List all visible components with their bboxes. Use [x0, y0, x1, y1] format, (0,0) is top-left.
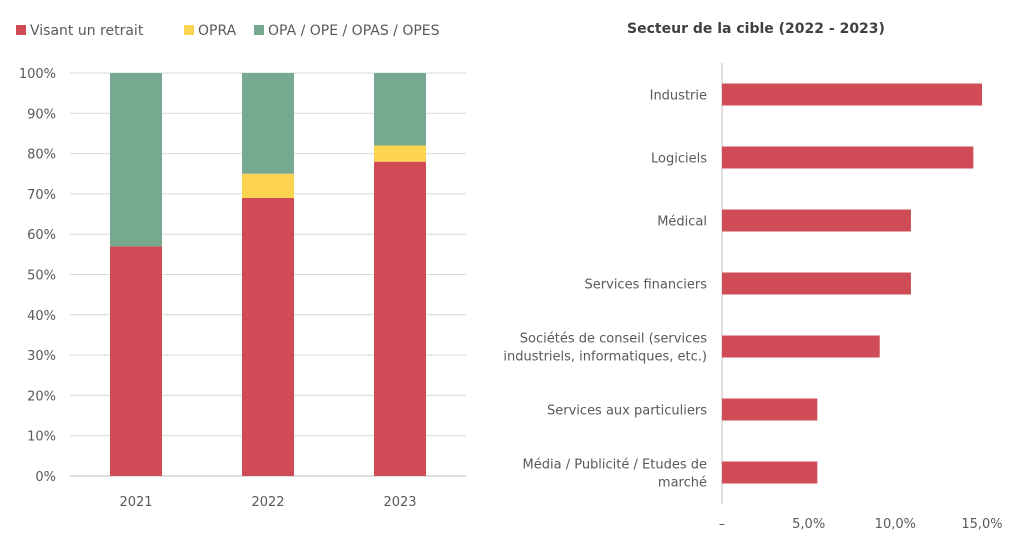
bar-segment — [374, 145, 426, 162]
category-label: Médical — [657, 215, 707, 230]
bar-segment — [110, 73, 162, 247]
bar-segment — [242, 173, 294, 198]
y-tick-label: 80% — [27, 148, 56, 163]
bar-segment — [374, 73, 426, 146]
category-label: marché — [658, 476, 707, 491]
category-label: Services aux particuliers — [547, 404, 707, 419]
x-tick-label: 10,0% — [875, 517, 916, 532]
chart-title: Secteur de la cible (2022 - 2023) — [627, 21, 885, 37]
y-tick-label: 90% — [27, 107, 56, 122]
legend-label: OPRA — [198, 23, 237, 39]
bar — [722, 146, 974, 169]
y-tick-label: 10% — [27, 430, 56, 445]
x-tick-label: 15,0% — [961, 517, 1002, 532]
x-tick-label: 5,0% — [792, 517, 825, 532]
horizontal-bar-chart: Secteur de la cible (2022 - 2023) Industr… — [503, 21, 1002, 532]
x-tick-label: 2021 — [119, 495, 152, 510]
bar-segment — [110, 246, 162, 476]
y-tick-label: 70% — [27, 188, 56, 203]
legend-swatch — [184, 25, 194, 35]
y-tick-label: 50% — [27, 269, 56, 284]
bar-segment — [242, 197, 294, 476]
x-tick-label: – — [719, 517, 726, 532]
x-tick-label: 2023 — [383, 495, 416, 510]
legend-swatch — [16, 25, 26, 35]
category-label: Industrie — [650, 89, 707, 104]
category-label: Média / Publicité / Etudes de — [523, 458, 707, 473]
legend-swatch — [254, 25, 264, 35]
y-tick-label: 0% — [35, 470, 56, 485]
bar — [722, 209, 911, 232]
y-tick-label: 20% — [27, 389, 56, 404]
category-label: industriels, informatiques, etc.) — [503, 350, 707, 365]
category-label: Services financiers — [585, 278, 708, 293]
category-label: Sociétés de conseil (services — [520, 332, 707, 347]
y-tick-label: 60% — [27, 228, 56, 243]
bar — [722, 272, 911, 295]
stacked-bar-chart: 0% 10% 20% 30% 40% 50% 60% 70% 80% 90% 100% 2021 202… — [16, 23, 466, 510]
y-tick-label: 40% — [27, 309, 56, 324]
bar — [722, 461, 818, 484]
bar-segment — [242, 73, 294, 174]
bar — [722, 335, 880, 358]
bar — [722, 398, 818, 421]
legend-label: OPA / OPE / OPAS / OPES — [268, 23, 440, 39]
y-tick-label: 100% — [19, 67, 56, 82]
bar-segment — [374, 161, 426, 476]
legend-label: Visant un retrait — [30, 23, 144, 39]
y-tick-label: 30% — [27, 349, 56, 364]
x-tick-label: 2022 — [251, 495, 284, 510]
bar — [722, 83, 982, 106]
category-label: Logiciels — [651, 152, 707, 167]
